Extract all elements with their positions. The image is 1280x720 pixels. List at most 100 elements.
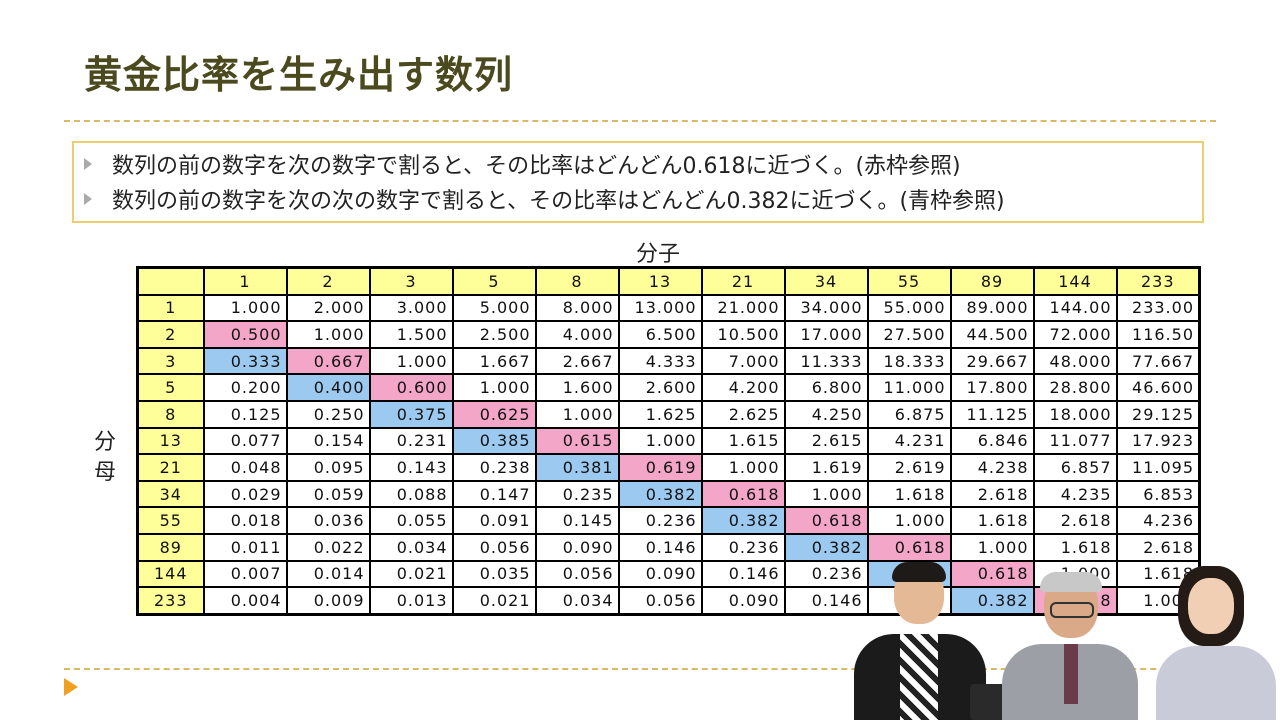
table-cell: 1.618 — [866, 479, 952, 509]
table-cell: 0.034 — [368, 532, 454, 562]
inverse-square-ratio-cell: 0.375 — [368, 399, 454, 429]
table-cell: 6.857 — [1032, 453, 1118, 482]
column-header: 89 — [949, 266, 1035, 296]
table-cell: 4.200 — [700, 373, 786, 402]
table-cell: 1.500 — [368, 320, 454, 349]
table-cell: 29.667 — [949, 346, 1035, 376]
bullet-item-2: 数列の前の数字を次の次の数字で割ると、その比率はどんどん0.382に近づく。(青… — [84, 181, 1202, 216]
table-cell: 0.022 — [285, 532, 371, 562]
table-cell: 4.250 — [783, 399, 869, 429]
inverse-square-ratio-cell: 0.400 — [285, 373, 371, 402]
golden-ratio-cell: 0.600 — [368, 373, 454, 402]
table-cell: 0.011 — [202, 532, 288, 562]
table-cell: 0.034 — [534, 586, 620, 616]
column-header: 3 — [368, 266, 454, 296]
table-cell: 2.500 — [451, 320, 537, 349]
table-cell: 0.059 — [285, 479, 371, 509]
table-cell: 1.000 — [866, 506, 952, 535]
row-header: 55 — [136, 506, 205, 535]
row-header: 21 — [136, 453, 205, 482]
table-cell: 0.200 — [202, 373, 288, 402]
table-cell: 0.048 — [202, 453, 288, 482]
golden-ratio-cell: 0.500 — [202, 320, 288, 349]
table-cell: 0.013 — [368, 586, 454, 616]
table-cell: 0.090 — [617, 559, 703, 589]
table-cell: 4.000 — [534, 320, 620, 349]
table-cell: 2.667 — [534, 346, 620, 376]
table-cell: 0.125 — [202, 399, 288, 429]
table-cell: 11.333 — [783, 346, 869, 376]
table-cell: 0.147 — [451, 479, 537, 509]
table-cell: 4.236 — [1115, 506, 1201, 535]
table-cell: 1.600 — [534, 373, 620, 402]
table-cell: 21.000 — [700, 293, 786, 323]
inverse-square-ratio-cell: 0.382 — [700, 506, 786, 535]
table-cell: 0.154 — [285, 426, 371, 456]
table-cell: 2.600 — [617, 373, 703, 402]
table-cell: 0.021 — [368, 559, 454, 589]
table-cell: 0.056 — [617, 586, 703, 616]
table-cell: 4.333 — [617, 346, 703, 376]
table-cell: 0.004 — [202, 586, 288, 616]
table-cell: 10.500 — [700, 320, 786, 349]
table-cell: 1.618 — [1032, 532, 1118, 562]
table-cell: 2.000 — [285, 293, 371, 323]
table-row: 55 0.018 0.036 0.055 0.091 0.145 0.236 0.382 0.6… — [136, 506, 1201, 535]
table-cell: 0.056 — [534, 559, 620, 589]
column-header: 5 — [451, 266, 537, 296]
row-header: 13 — [136, 426, 205, 456]
table-cell: 6.800 — [783, 373, 869, 402]
golden-ratio-cell: 0.615 — [534, 426, 620, 456]
table-cell: 6.846 — [949, 426, 1035, 456]
column-header: 34 — [783, 266, 869, 296]
table-cell: 1.000 — [451, 373, 537, 402]
column-header: 1 — [202, 266, 288, 296]
table-cell: 1.000 — [700, 453, 786, 482]
table-cell: 1.000 — [368, 346, 454, 376]
table-cell: 0.018 — [202, 506, 288, 535]
table-row: 5 0.200 0.400 0.600 1.000 1.600 2.600 4.200 6.80… — [136, 373, 1201, 402]
row-header: 144 — [136, 559, 205, 589]
next-slide-icon[interactable] — [64, 678, 78, 696]
bullet-box: 数列の前の数字を次の数字で割ると、その比率はどんどん0.618に近づく。(赤枠参… — [72, 141, 1204, 223]
top-divider — [64, 120, 1216, 122]
bottom-divider — [64, 668, 1216, 670]
row-header: 3 — [136, 346, 205, 376]
bullet-text-1: 数列の前の数字を次の数字で割ると、その比率はどんどん0.618に近づく。(赤枠参… — [112, 153, 961, 179]
golden-ratio-cell: 0.618 — [700, 479, 786, 509]
bullet-arrow-icon — [84, 192, 92, 205]
table-cell: 1.000 — [617, 426, 703, 456]
golden-ratio-cell: 0.625 — [451, 399, 537, 429]
inverse-square-ratio-cell: 0.382 — [617, 479, 703, 509]
table-cell: 0.146 — [700, 559, 786, 589]
row-header: 1 — [136, 293, 205, 323]
column-header: 13 — [617, 266, 703, 296]
table-cell: 0.088 — [368, 479, 454, 509]
table-cell: 0.056 — [451, 532, 537, 562]
table-cell: 1.000 — [202, 293, 288, 323]
golden-ratio-cell: 0.618 — [949, 559, 1035, 589]
table-cell: 29.125 — [1115, 399, 1201, 429]
table-cell: 1.618 — [949, 506, 1035, 535]
table-cell: 0.146 — [617, 532, 703, 562]
table-cell: 0.009 — [285, 586, 371, 616]
table-cell: 27.500 — [866, 320, 952, 349]
table-cell: 0.146 — [783, 586, 869, 616]
table-cell: 1.000 — [949, 532, 1035, 562]
table-cell: 5.000 — [451, 293, 537, 323]
table-cell: 48.000 — [1032, 346, 1118, 376]
table-cell: 1.667 — [451, 346, 537, 376]
table-cell: 0.235 — [534, 479, 620, 509]
row-header: 8 — [136, 399, 205, 429]
table-cell: 116.50 — [1115, 320, 1201, 349]
table-cell: 1.615 — [700, 426, 786, 456]
bullet-arrow-icon — [84, 157, 92, 170]
numerator-axis-label: 分子 — [636, 242, 681, 267]
inverse-square-ratio-cell: 0.381 — [534, 453, 620, 482]
table-cell: 0.236 — [700, 532, 786, 562]
table-cell: 144.00 — [1032, 293, 1118, 323]
table-cell: 0.236 — [783, 559, 869, 589]
table-cell: 0.090 — [534, 532, 620, 562]
table-row: 13 0.077 0.154 0.231 0.385 0.615 1.000 1.615 2.6… — [136, 426, 1201, 456]
golden-ratio-cell: 0.618 — [783, 506, 869, 535]
